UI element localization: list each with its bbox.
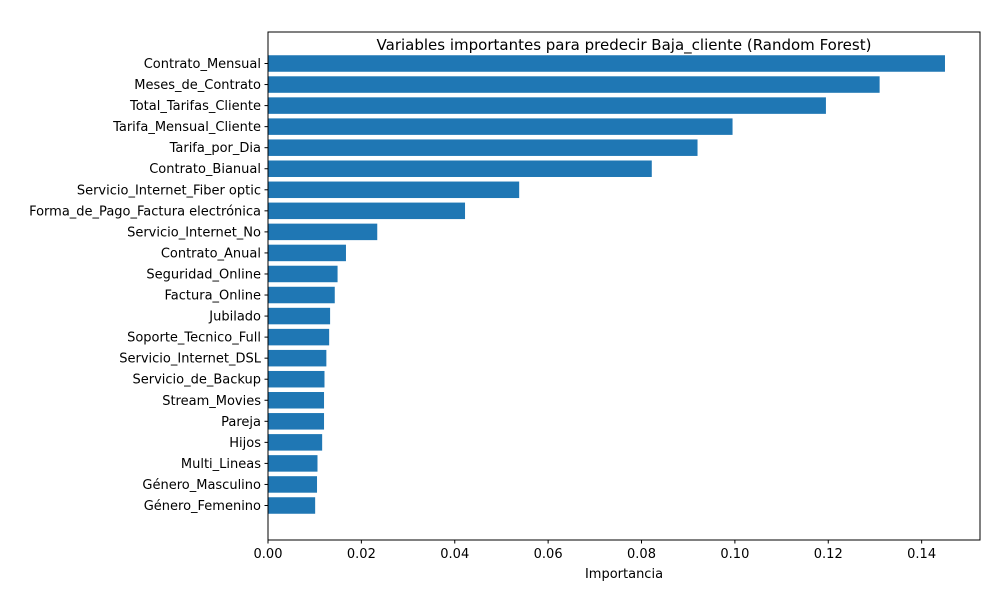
y-tick-label-18: Hijos [229,436,261,451]
y-tick-label-12: Jubilado [208,310,261,325]
bar-4 [268,139,698,156]
bar-6 [268,181,520,199]
y-tick-label-1: Meses_de_Contrato [134,78,261,93]
y-tick-label-13: Soporte_Tecnico_Full [127,331,261,346]
y-tick-label-15: Servicio_de_Backup [132,373,261,388]
x-tick-label-4: 0.08 [627,547,656,562]
x-tick-label-1: 0.02 [347,547,376,562]
bar-12 [268,307,331,325]
bar-7 [268,202,466,220]
bar-15 [268,370,325,388]
x-axis-ticks: 0.00 0.02 0.04 0.06 0.08 0.10 0.12 0.14 [254,540,936,562]
bar-19 [268,455,318,472]
y-tick-label-5: Contrato_Bianual [149,162,261,177]
x-tick-label-7: 0.14 [907,547,936,562]
x-tick-label-3: 0.06 [534,547,563,562]
y-tick-label-17: Pareja [221,415,261,430]
x-tick-label-5: 0.10 [720,547,749,562]
y-tick-label-14: Servicio_Internet_DSL [119,352,261,367]
bar-16 [268,392,325,409]
y-tick-label-7: Forma_de_Pago_Factura electrónica [29,204,261,219]
bar-17 [268,413,325,430]
y-tick-label-20: Género_Masculino [142,478,261,493]
bar-10 [268,265,338,283]
y-tick-label-4: Tarifa_por_Dia [169,141,261,156]
x-tick-label-0: 0.00 [254,547,283,562]
y-tick-label-21: Género_Femenino [144,499,261,514]
axes-frame [267,31,981,541]
chart-title: Variables importantes para predecir Baja… [377,36,872,55]
y-axis-ticks: Contrato_Mensual Meses_de_Contrato Total_T… [29,57,268,514]
bars-layer [268,55,945,514]
y-tick-label-8: Servicio_Internet_No [127,225,261,240]
y-tick-label-19: Multi_Lineas [181,457,261,472]
y-tick-label-2: Total_Tarifas_Cliente [129,99,261,114]
bar-2 [268,97,826,114]
bar-20 [268,476,318,493]
y-tick-label-3: Tarifa_Mensual_Cliente [112,120,261,135]
y-tick-label-0: Contrato_Mensual [144,57,261,72]
y-tick-label-11: Factura_Online [165,289,261,304]
bar-18 [268,434,323,451]
bar-1 [268,76,880,93]
y-tick-label-10: Seguridad_Online [146,267,261,282]
bar-0 [268,55,945,72]
x-tick-label-2: 0.04 [440,547,469,562]
x-axis-label: Importancia [585,567,663,582]
bar-21 [268,497,316,514]
bar-8 [268,223,378,241]
x-tick-label-6: 0.12 [814,547,843,562]
bar-11 [268,286,335,304]
bar-5 [268,160,652,177]
bar-13 [268,328,330,346]
y-tick-label-6: Servicio_Internet_Fiber optic [77,183,261,198]
bar-9 [268,244,346,262]
y-tick-label-9: Contrato_Anual [161,246,261,261]
y-tick-label-16: Stream_Movies [162,394,261,409]
bar-14 [268,349,327,367]
bar-3 [268,118,733,135]
